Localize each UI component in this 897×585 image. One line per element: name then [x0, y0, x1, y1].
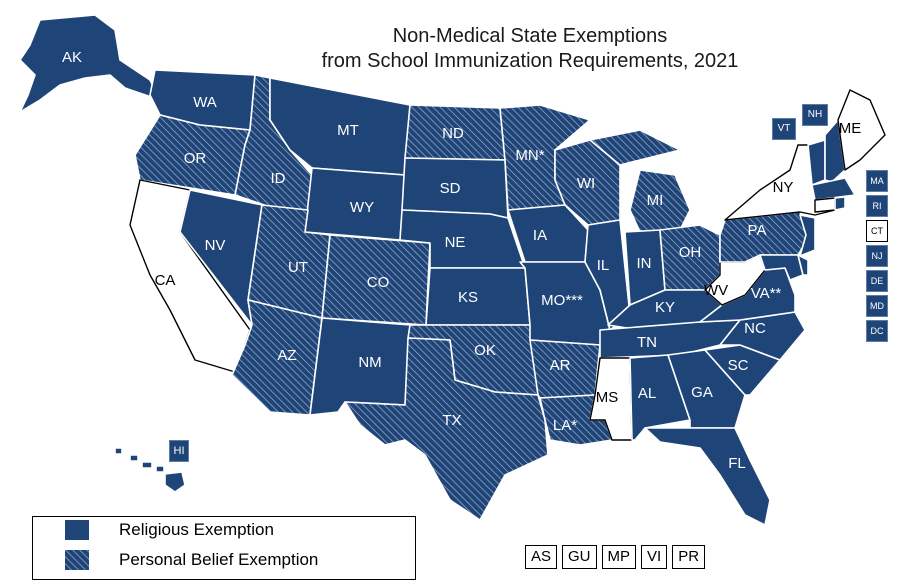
- label-AL: AL: [638, 385, 656, 402]
- label-WY: WY: [350, 199, 374, 216]
- label-OK: OK: [474, 342, 496, 359]
- label-NY: NY: [773, 179, 794, 196]
- label-NV: NV: [205, 237, 226, 254]
- legend-swatch-personal-belief: [65, 550, 89, 570]
- label-SC: SC: [728, 357, 749, 374]
- label-ID: ID: [271, 170, 286, 187]
- state-MA-shape: [811, 177, 856, 201]
- label-box-DE: DE: [866, 270, 888, 292]
- label-KS: KS: [458, 289, 478, 306]
- state-ME: [837, 89, 886, 171]
- label-WA: WA: [193, 94, 217, 111]
- label-IL: IL: [597, 257, 610, 274]
- label-AZ: AZ: [277, 347, 296, 364]
- label-MN: MN*: [515, 147, 544, 164]
- state-TX: [344, 337, 549, 521]
- label-box-NH: NH: [802, 104, 828, 126]
- label-GA: GA: [691, 384, 713, 401]
- label-VA: VA**: [751, 285, 782, 302]
- territory-MP: MP: [601, 545, 637, 569]
- label-SD: SD: [440, 180, 461, 197]
- label-IN: IN: [637, 255, 652, 272]
- state-HI: [114, 447, 186, 493]
- label-box-RI: RI: [866, 195, 888, 217]
- label-box-MD: MD: [866, 295, 888, 317]
- label-box-MA: MA: [866, 170, 888, 192]
- legend-swatch-religious: [65, 520, 89, 540]
- label-LA: LA*: [553, 417, 577, 434]
- label-TX: TX: [442, 412, 461, 429]
- state-DE-shape: [797, 254, 809, 276]
- label-AR: AR: [550, 357, 571, 374]
- label-box-VT: VT: [772, 118, 796, 140]
- label-ME: ME: [839, 120, 862, 137]
- territory-AS: AS: [525, 545, 558, 569]
- state-RI-shape: [834, 196, 846, 211]
- label-AK: AK: [62, 49, 82, 66]
- state-VT: [807, 139, 826, 186]
- label-KY: KY: [655, 299, 675, 316]
- map-title: Non-Medical State Exemptions from School…: [250, 24, 810, 74]
- label-FL: FL: [728, 455, 746, 472]
- label-MO: MO***: [541, 292, 583, 309]
- label-CA: CA: [155, 272, 176, 289]
- label-ND: ND: [442, 125, 464, 142]
- label-WI: WI: [577, 175, 595, 192]
- label-OH: OH: [679, 244, 702, 261]
- territory-PR: PR: [672, 545, 706, 569]
- state-FL: [644, 427, 771, 526]
- label-box-HI: HI: [169, 440, 189, 462]
- label-NE: NE: [445, 234, 466, 251]
- legend-label-religious: Religious Exemption: [119, 520, 274, 539]
- legend-row-personal-belief: Personal Belief Exemption: [65, 550, 318, 570]
- label-OR: OR: [184, 150, 207, 167]
- label-WV: WV: [704, 282, 728, 299]
- label-box-NJ: NJ: [866, 245, 888, 267]
- territories: AS GU MP VI PR: [525, 545, 706, 569]
- state-NJ-shape: [799, 214, 816, 257]
- label-box-DC: DC: [866, 320, 888, 342]
- state-CT-shape: [814, 197, 836, 213]
- territory-VI: VI: [641, 545, 668, 569]
- label-IA: IA: [533, 227, 547, 244]
- legend-row-religious: Religious Exemption: [65, 520, 274, 540]
- state-SC: [704, 344, 781, 396]
- label-NM: NM: [358, 354, 381, 371]
- label-PA: PA: [748, 222, 767, 239]
- label-NC: NC: [744, 320, 766, 337]
- title-line-2: from School Immunization Requirements, 2…: [321, 50, 739, 72]
- label-box-CT: CT: [866, 220, 888, 242]
- territory-GU: GU: [562, 545, 597, 569]
- label-MS: MS: [596, 389, 619, 406]
- title-line-1: Non-Medical State Exemptions: [392, 25, 668, 47]
- label-CO: CO: [367, 274, 390, 291]
- label-TN: TN: [637, 334, 657, 351]
- legend-label-personal-belief: Personal Belief Exemption: [119, 550, 319, 569]
- state-AK: [19, 14, 161, 113]
- label-MT: MT: [337, 122, 359, 139]
- label-UT: UT: [288, 259, 308, 276]
- label-MI: MI: [647, 192, 664, 209]
- legend: Religious Exemption Personal Belief Exem…: [32, 516, 416, 580]
